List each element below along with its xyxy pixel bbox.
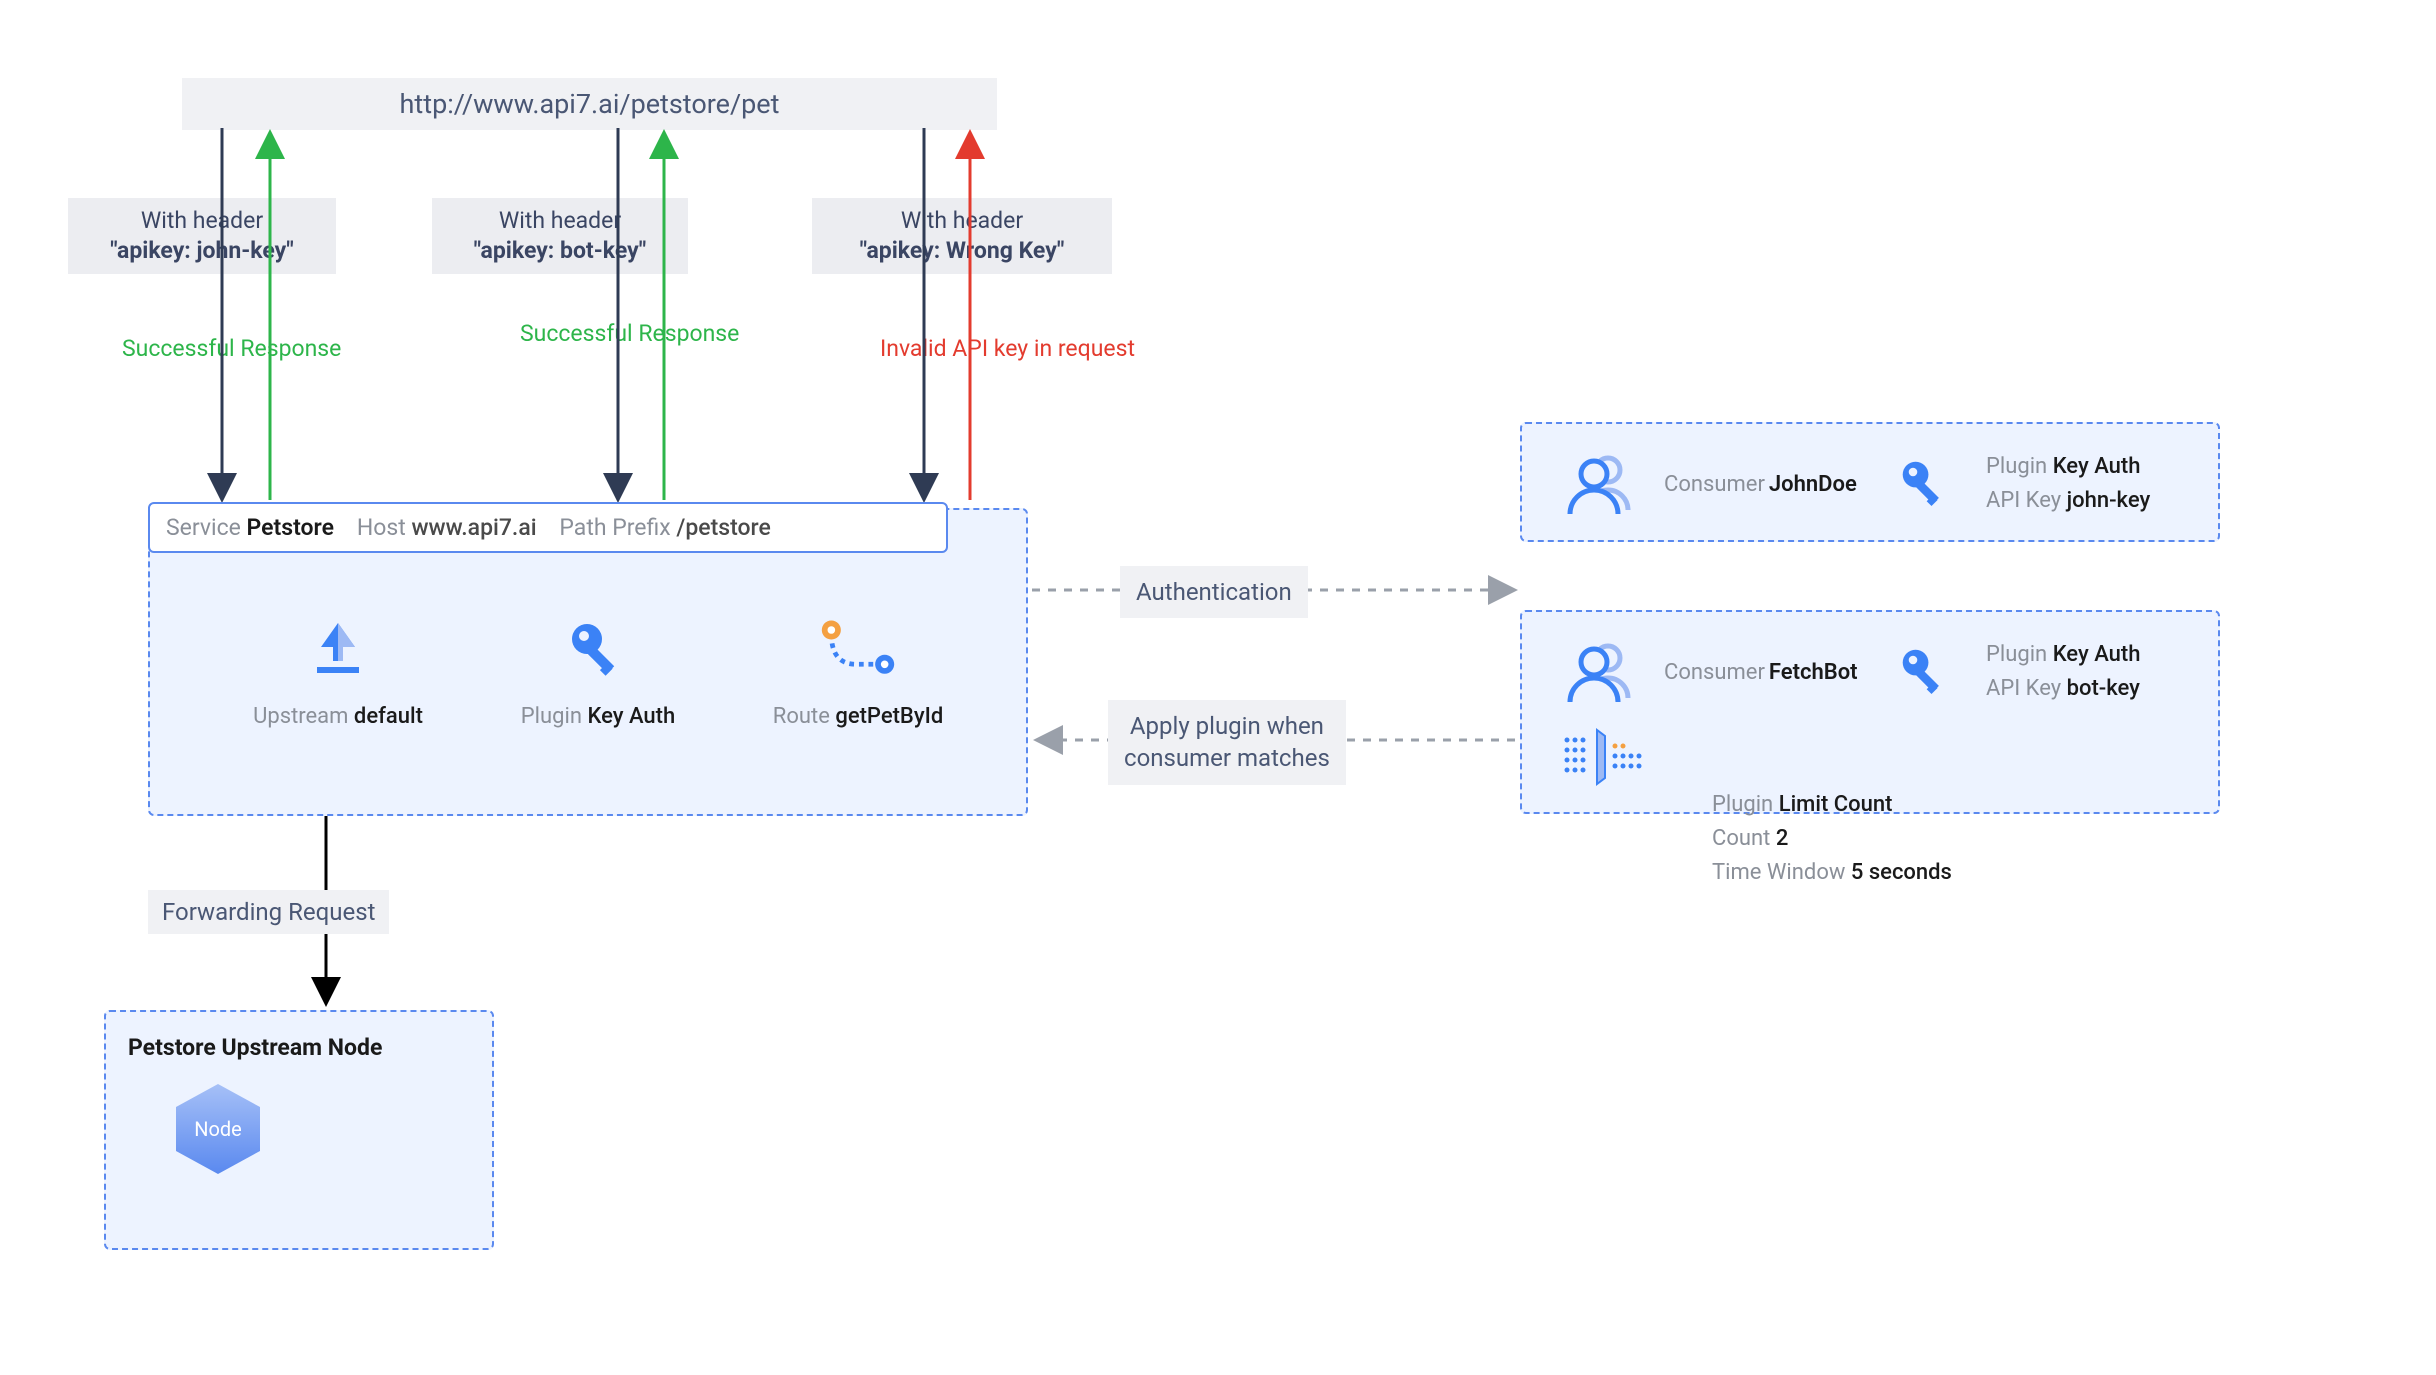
svc-item-upstream: Upstream default [218, 610, 458, 729]
upstream-value: default [354, 704, 423, 729]
c1p2a-0v: Limit Count [1779, 792, 1893, 817]
user-icon [1548, 452, 1658, 516]
header-pill-2-key: "apikey: bot-key" [474, 237, 646, 264]
key-icon-small [1870, 454, 1980, 514]
c0p1k: API Key [1986, 488, 2061, 513]
c1p2a-2k: Time Window [1712, 860, 1845, 885]
c1p1v: bot-key [2067, 676, 2140, 701]
host-value: www.api7.ai [411, 514, 536, 541]
svc-item-plugin: Plugin Key Auth [478, 610, 718, 729]
host-label: Host [357, 514, 406, 541]
header-pill-1-top: With header [141, 207, 263, 234]
response-1: Successful Response [122, 335, 341, 362]
header-pill-2: With header "apikey: bot-key" [432, 198, 688, 274]
prefix-value: /petstore [676, 514, 770, 541]
c1p1k: API Key [1986, 676, 2061, 701]
c0p0k: Plugin [1986, 454, 2047, 479]
upstream-title: Petstore Upstream Node [128, 1034, 470, 1061]
consumer-fetchbot: Consumer FetchBot Plugin Key Auth API Ke… [1520, 610, 2220, 814]
consumer-1-plugin2-abs: Plugin Limit Count Count 2 Time Window 5… [1712, 788, 1952, 890]
consumer-1-name: FetchBot [1769, 660, 1858, 685]
c0p1v: john-key [2067, 488, 2151, 513]
node-icon: Node [168, 1079, 268, 1179]
plugin-value: Key Auth [587, 704, 675, 729]
route-icon [818, 610, 898, 690]
rate-limit-icon [1548, 726, 1658, 790]
key-icon-small-2 [1870, 642, 1980, 702]
consumer-1-label: Consumer [1664, 660, 1765, 685]
upstream-label: Upstream [253, 704, 348, 729]
header-pill-1: With header "apikey: john-key" [68, 198, 336, 274]
header-pill-3-key: "apikey: Wrong Key" [860, 237, 1065, 264]
response-2: Successful Response [520, 320, 739, 347]
forwarding-label: Forwarding Request [148, 890, 389, 934]
plugin-label: Plugin [521, 704, 582, 729]
upstream-node-panel: Petstore Upstream Node Node [104, 1010, 494, 1250]
service-label: Service [166, 514, 241, 541]
consumer-1-plugin: Plugin Key Auth API Key bot-key [1986, 638, 2246, 706]
c1p2a-0k: Plugin [1712, 792, 1773, 817]
node-text: Node [194, 1117, 242, 1141]
consumer-0-label: Consumer [1664, 472, 1765, 497]
consumer-johndoe: Consumer JohnDoe Plugin Key Auth API Key… [1520, 422, 2220, 542]
header-pill-3: With header "apikey: Wrong Key" [812, 198, 1112, 274]
diagram-canvas: http://www.api7.ai/petstore/pet With hea… [0, 0, 2436, 1375]
header-pill-3-top: With header [901, 207, 1023, 234]
c1p0v: Key Auth [2053, 642, 2141, 667]
user-icon-2 [1548, 640, 1658, 704]
c1p2a-1v: 2 [1776, 826, 1789, 851]
prefix-label: Path Prefix [559, 514, 670, 541]
c0p0v: Key Auth [2053, 454, 2141, 479]
service-header: Service Petstore Host www.api7.ai Path P… [148, 502, 948, 553]
c1p2a-1k: Count [1712, 826, 1770, 851]
url-text: http://www.api7.ai/petstore/pet [400, 88, 780, 120]
consumer-0-name: JohnDoe [1769, 472, 1857, 497]
route-label: Route [773, 704, 830, 729]
key-icon [558, 610, 638, 690]
response-3: Invalid API key in request [880, 335, 1135, 362]
url-box: http://www.api7.ai/petstore/pet [182, 78, 997, 130]
consumer-0-plugin: Plugin Key Auth API Key john-key [1986, 450, 2246, 518]
upstream-icon [298, 610, 378, 690]
svc-item-route: Route getPetById [738, 610, 978, 729]
auth-label: Authentication [1120, 566, 1308, 618]
c1p0k: Plugin [1986, 642, 2047, 667]
route-value: getPetById [835, 704, 943, 729]
header-pill-1-key: "apikey: john-key" [110, 237, 293, 264]
apply-label: Apply plugin when consumer matches [1108, 700, 1346, 785]
c1p2a-2v: 5 seconds [1851, 860, 1952, 885]
header-pill-2-top: With header [499, 207, 621, 234]
service-name: Petstore [247, 514, 334, 541]
